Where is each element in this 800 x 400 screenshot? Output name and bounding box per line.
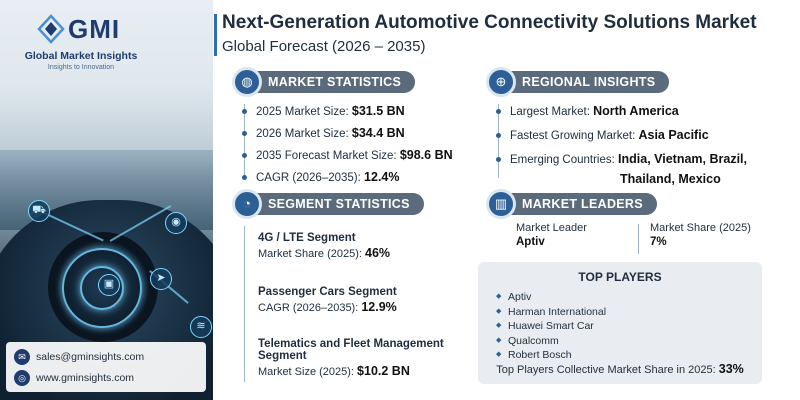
page-subtitle: Global Forecast (2026 – 2035) — [222, 38, 426, 55]
stat-value: 12.4% — [364, 170, 400, 184]
hud-ring-inner — [80, 266, 124, 310]
bar-chart-icon: ▥ — [486, 189, 516, 219]
title-accent-bar — [214, 14, 217, 56]
region-value: Asia Pacific — [638, 128, 709, 142]
share-block: Market Share (2025) 7% — [650, 222, 751, 248]
section-connector — [498, 104, 499, 178]
segment-label: CAGR (2026–2035): — [258, 302, 362, 314]
car-icon: ⛟ — [28, 200, 50, 222]
segment-title: 4G / LTE Segment — [258, 232, 356, 244]
segment-statistics-header: ◔ SEGMENT STATISTICS — [232, 189, 424, 219]
segment-value: 46% — [365, 246, 391, 260]
leader-label: Market Leader — [516, 222, 587, 234]
regional-insights-heading: REGIONAL INSIGHTS — [504, 71, 670, 93]
market-leaders-heading: MARKET LEADERS — [504, 193, 657, 215]
region-value: Thailand, Mexico — [620, 172, 721, 186]
top-players-heading: TOP PLAYERS — [578, 270, 662, 284]
share-label: Market Share (2025) — [650, 222, 751, 234]
stat-label: 2025 Market Size: — [256, 106, 352, 118]
hud-ring — [62, 248, 142, 328]
stat-label: 2035 Forecast Market Size: — [256, 150, 400, 162]
list-item: Largest Market: North America — [496, 104, 747, 128]
page-title: Next-Generation Automotive Connectivity … — [222, 12, 757, 33]
region-value: North America — [593, 104, 679, 118]
list-item: 2026 Market Size: $34.4 BN — [242, 126, 453, 148]
segment-statistics-heading: SEGMENT STATISTICS — [250, 193, 424, 215]
logo-company-name: Global Market Insights — [24, 50, 138, 62]
region-value-continued: Thailand, Mexico — [496, 170, 747, 188]
player-item: Qualcomm — [496, 334, 606, 349]
player-item: Harman International — [496, 305, 606, 320]
email-icon: ✉ — [14, 349, 30, 365]
market-leaders-box: Market Leader Aptiv Market Share (2025) … — [500, 222, 770, 262]
market-leaders-header: ▥ MARKET LEADERS — [486, 189, 657, 219]
stat-value: $31.5 BN — [351, 104, 405, 118]
divider — [638, 224, 639, 254]
segment-pie-icon: ◔ — [232, 189, 262, 219]
globe-icon: ⊕ — [486, 67, 516, 97]
list-item: 2035 Forecast Market Size: $98.6 BN — [242, 148, 453, 170]
collective-share-label: Top Players Collective Market Share in 2… — [496, 364, 719, 376]
segment-label: Market Share (2025): — [258, 248, 365, 260]
list-item: 2025 Market Size: $31.5 BN — [242, 104, 453, 126]
segment-title: Telematics and Fleet Management — [258, 338, 444, 350]
stat-value: $98.6 BN — [399, 148, 453, 162]
globe-chart-icon: ◍ — [232, 67, 262, 97]
logo-text: GMI — [68, 14, 121, 44]
contact-email-row[interactable]: ✉ sales@gminsights.com — [14, 348, 144, 366]
region-label: Largest Market: — [510, 106, 594, 118]
car-dashboard-photo: ⛟ ◉ ➤ ≋ ▣ — [0, 0, 213, 400]
segment-title: Passenger Cars Segment — [258, 286, 397, 298]
navigation-icon: ➤ — [150, 268, 172, 290]
stat-label: CAGR (2026–2035): — [256, 172, 365, 184]
player-item: Huawei Smart Car — [496, 319, 606, 334]
contact-email[interactable]: sales@gminsights.com — [36, 351, 145, 363]
regional-insights-list: Largest Market: North America Fastest Gr… — [496, 104, 747, 188]
segment-item: Passenger Cars Segment CAGR (2026–2035):… — [258, 286, 397, 314]
collective-share: Top Players Collective Market Share in 2… — [478, 362, 762, 376]
stat-label: 2026 Market Size: — [256, 128, 352, 140]
market-statistics-header: ◍ MARKET STATISTICS — [232, 67, 416, 97]
leader-block: Market Leader Aptiv — [516, 222, 587, 248]
section-connector — [244, 226, 245, 382]
signal-icon: ◉ — [165, 212, 187, 234]
segment-label: Market Size (2025): — [258, 366, 358, 378]
region-value: India, Vietnam, Brazil, — [618, 152, 748, 166]
contact-website-row[interactable]: ◎ www.gminsights.com — [14, 369, 134, 387]
logo-tagline: Insights to Innovation — [47, 64, 115, 71]
wifi-icon: ≋ — [190, 316, 212, 338]
stat-value: $34.4 BN — [351, 126, 405, 140]
share-value: 7% — [650, 236, 667, 248]
logo-mark-icon — [37, 14, 65, 44]
top-players-list: Aptiv Harman International Huawei Smart … — [496, 290, 606, 363]
region-label: Emerging Countries: — [510, 154, 619, 166]
list-item: Fastest Growing Market: Asia Pacific — [496, 128, 747, 152]
segment-item: 4G / LTE Segment Market Share (2025): 46… — [258, 232, 390, 260]
regional-insights-header: ⊕ REGIONAL INSIGHTS — [486, 67, 670, 97]
region-label: Fastest Growing Market: — [510, 130, 639, 142]
web-icon: ◎ — [14, 370, 30, 386]
market-statistics-heading: MARKET STATISTICS — [250, 71, 416, 93]
contact-box: ✉ sales@gminsights.com ◎ www.gminsights.… — [6, 342, 206, 392]
player-item: Aptiv — [496, 290, 606, 305]
market-statistics-list: 2025 Market Size: $31.5 BN 2026 Market S… — [242, 104, 453, 192]
segment-value: $10.2 BN — [357, 364, 410, 378]
top-players-box: TOP PLAYERS Aptiv Harman International H… — [478, 262, 762, 384]
vehicle-hud-icon: ▣ — [98, 274, 120, 296]
contact-website[interactable]: www.gminsights.com — [36, 372, 135, 384]
player-item: Robert Bosch — [496, 348, 606, 363]
segment-value: 12.9% — [361, 300, 397, 314]
leader-value: Aptiv — [516, 236, 545, 248]
section-connector — [244, 104, 245, 176]
collective-share-value: 33% — [718, 362, 744, 376]
segment-item: Telematics and Fleet Management Segment … — [258, 338, 444, 378]
segment-title-continued: Segment — [258, 350, 307, 362]
list-item: Emerging Countries: India, Vietnam, Braz… — [496, 152, 747, 170]
list-item: CAGR (2026–2035): 12.4% — [242, 170, 453, 192]
company-logo: GMI Global Market Insights Insights to I… — [6, 8, 156, 78]
